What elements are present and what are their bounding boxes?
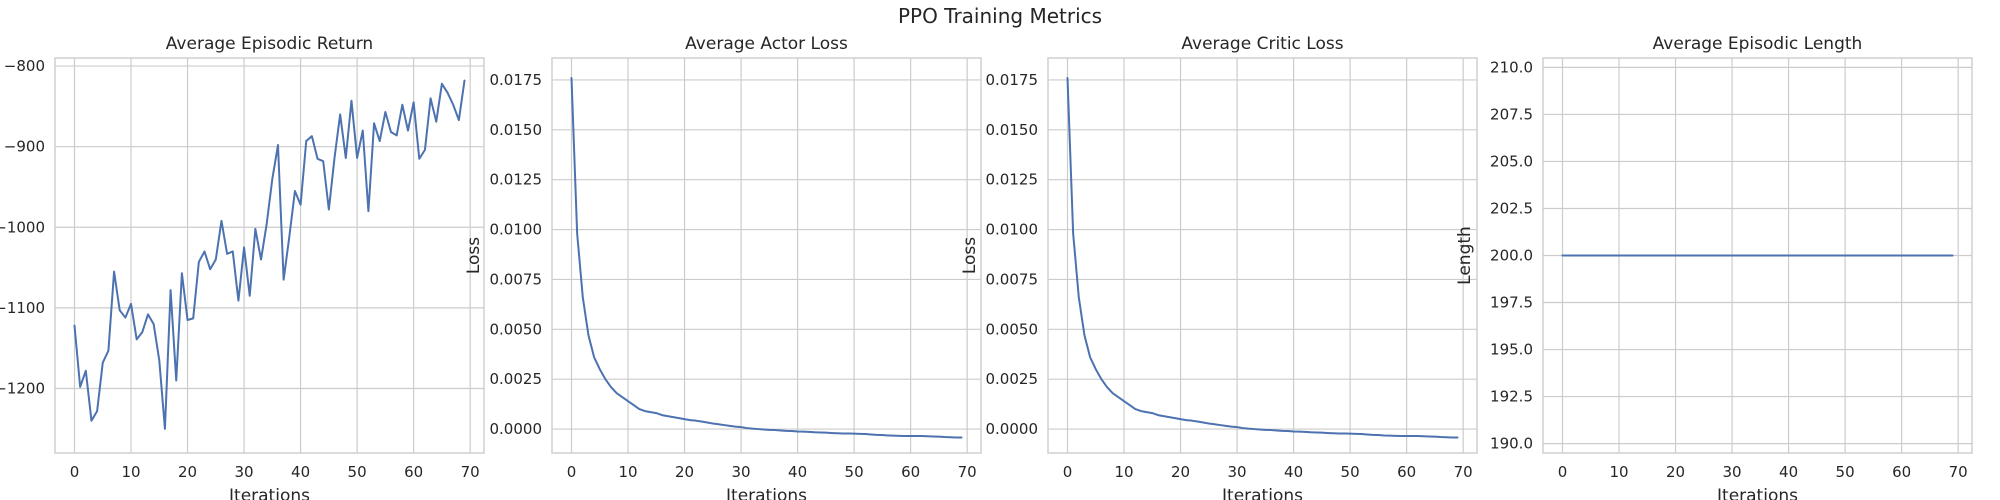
panel-2-xtick-label-4: 40: [788, 463, 807, 481]
panel-1-xtick-label-4: 40: [291, 463, 310, 481]
panel-2-xtick-label-6: 60: [901, 463, 920, 481]
panel-1-ytick-label-4: −800: [4, 57, 45, 75]
panel-3-ytick-label-7: 0.0175: [986, 71, 1039, 89]
panel-3-ytick-label-0: 0.0000: [986, 420, 1039, 438]
panel-4-xtick-label-2: 20: [1666, 463, 1685, 481]
panel-4-ytick-label-0: 190.0: [1490, 435, 1533, 453]
panel-1-plot-area: [55, 58, 484, 453]
panel-2-ylabel: Loss: [464, 237, 484, 274]
panel-4-xlabel: Iterations: [1717, 486, 1798, 500]
panel-4-ytick-label-5: 202.5: [1490, 199, 1533, 217]
panel-2-ytick-label-0: 0.0000: [490, 420, 543, 438]
panel-2-xtick-label-5: 50: [845, 463, 864, 481]
panel-3-series-line-0: [1066, 76, 1459, 439]
panel-2-series-line-0: [570, 76, 963, 439]
panel-3-xtick-label-2: 20: [1171, 463, 1190, 481]
panel-2-ytick-label-4: 0.0100: [490, 221, 543, 239]
panel-2-ytick-label-3: 0.0075: [490, 270, 543, 288]
panel-2-ytick-label-7: 0.0175: [490, 71, 543, 89]
panel-1-xtick-label-2: 20: [178, 463, 197, 481]
panel-4-ytick-label-2: 195.0: [1490, 341, 1533, 359]
panel-3-xtick-label-4: 40: [1284, 463, 1303, 481]
panel-1-xtick-label-1: 10: [121, 463, 140, 481]
panel-2-ytick-label-6: 0.0150: [490, 121, 543, 139]
panel-1-ytick-label-0: −1200: [0, 380, 45, 398]
panel-2-spines: [551, 57, 982, 454]
panel-2-plot-area: [552, 58, 981, 453]
panel-3-plot-area: [1048, 58, 1477, 453]
panel-4-xtick-label-7: 70: [1949, 463, 1968, 481]
panel-4-title: Average Episodic Length: [1653, 34, 1863, 54]
panel-4-spines: [1542, 57, 1973, 454]
panel-4-xtick-label-4: 40: [1779, 463, 1798, 481]
panel-4-xtick-label-1: 10: [1609, 463, 1628, 481]
panel-3-xtick-label-7: 70: [1454, 463, 1473, 481]
panel-4-xtick-label-3: 30: [1723, 463, 1742, 481]
panel-1-xtick-label-0: 0: [70, 463, 80, 481]
panel-3-ytick-label-4: 0.0100: [986, 221, 1039, 239]
panel-1-series-line-0: [73, 79, 466, 430]
panel-2-xtick-label-7: 70: [958, 463, 977, 481]
panel-3-xtick-label-3: 30: [1228, 463, 1247, 481]
panel-2-xtick-label-0: 0: [567, 463, 577, 481]
panel-1-xtick-label-5: 50: [348, 463, 367, 481]
panel-1-xtick-label-3: 30: [235, 463, 254, 481]
panel-3-title: Average Critic Loss: [1181, 34, 1343, 54]
panel-4-ytick-label-4: 200.0: [1490, 247, 1533, 265]
panel-4-ytick-label-1: 192.5: [1490, 388, 1533, 406]
panel-1-ytick-label-2: −1000: [0, 218, 45, 236]
panel-3-xtick-label-6: 60: [1397, 463, 1416, 481]
panel-2-ytick-label-5: 0.0125: [490, 171, 543, 189]
panel-4-xtick-label-5: 50: [1836, 463, 1855, 481]
panel-3-ytick-label-3: 0.0075: [986, 270, 1039, 288]
panel-3-ytick-label-1: 0.0025: [986, 370, 1039, 388]
panel-1-spines: [54, 57, 485, 454]
panel-4-xtick-label-0: 0: [1558, 463, 1568, 481]
panel-4-ytick-label-3: 197.5: [1490, 294, 1533, 312]
panel-3-xtick-label-1: 10: [1114, 463, 1133, 481]
figure-title: PPO Training Metrics: [897, 4, 1103, 28]
panel-4-xtick-label-6: 60: [1892, 463, 1911, 481]
panel-4-ytick-label-7: 207.5: [1490, 105, 1533, 123]
panel-2-xtick-label-1: 10: [618, 463, 637, 481]
panel-1-xtick-label-6: 60: [404, 463, 423, 481]
panel-2-ytick-label-1: 0.0025: [490, 370, 543, 388]
panel-3-ytick-label-2: 0.0050: [986, 320, 1039, 338]
panel-3-xtick-label-0: 0: [1063, 463, 1073, 481]
panel-4-ytick-label-8: 210.0: [1490, 58, 1533, 76]
panel-3-xtick-label-5: 50: [1341, 463, 1360, 481]
panel-4-ylabel: Length: [1455, 226, 1475, 285]
panel-3-ytick-label-5: 0.0125: [986, 171, 1039, 189]
panel-1-ytick-label-1: −1100: [0, 299, 45, 317]
panel-1-ytick-label-3: −900: [4, 138, 45, 156]
panel-3-ytick-label-6: 0.0150: [986, 121, 1039, 139]
panel-2-xlabel: Iterations: [726, 486, 807, 500]
panel-2-title: Average Actor Loss: [685, 34, 848, 54]
panel-2-xtick-label-2: 20: [675, 463, 694, 481]
panel-1-xtick-label-7: 70: [461, 463, 480, 481]
panel-1-title: Average Episodic Return: [166, 34, 373, 54]
panel-2-ytick-label-2: 0.0050: [490, 320, 543, 338]
panel-1-xlabel: Iterations: [229, 486, 310, 500]
panel-3-spines: [1047, 57, 1478, 454]
panel-2-xtick-label-3: 30: [732, 463, 751, 481]
panel-3-ylabel: Loss: [960, 237, 980, 274]
panel-4-ytick-label-6: 205.0: [1490, 152, 1533, 170]
panel-3-xlabel: Iterations: [1222, 486, 1303, 500]
